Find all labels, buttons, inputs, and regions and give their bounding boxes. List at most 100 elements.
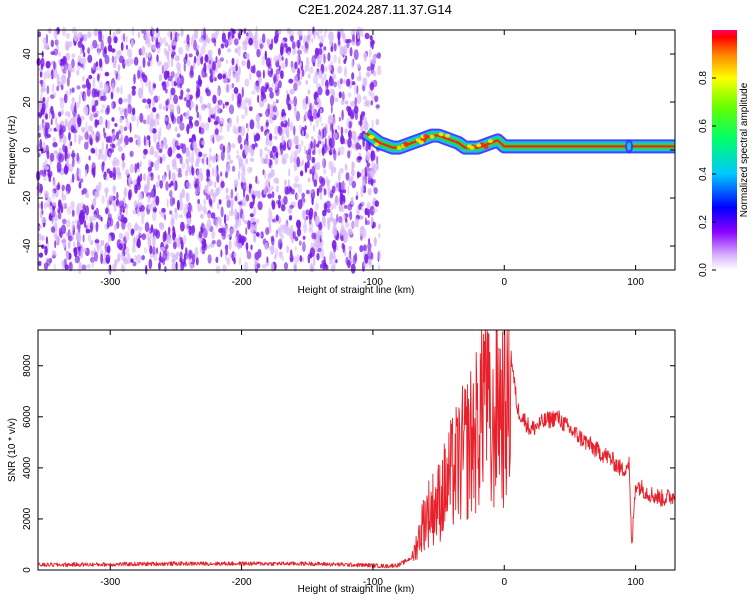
noise-blob [325, 88, 330, 96]
noise-blob [164, 143, 168, 150]
noise-blob [106, 222, 110, 229]
noise-blob [161, 207, 166, 213]
noise-blob [256, 180, 260, 185]
noise-blob [265, 158, 270, 165]
noise-blob [78, 94, 81, 105]
noise-blob [274, 125, 279, 136]
noise-blob [163, 174, 167, 181]
noise-blob [231, 82, 235, 89]
noise-blob [170, 87, 176, 96]
noise-blob [100, 39, 104, 51]
noise-blob [112, 130, 115, 141]
noise-blob [99, 81, 103, 90]
noise-blob [114, 123, 118, 127]
noise-blob [196, 82, 200, 94]
noise-blob [159, 222, 165, 230]
noise-blob [273, 135, 278, 140]
noise-blob [329, 189, 334, 197]
noise-blob [344, 66, 347, 78]
noise-blob [284, 126, 290, 135]
noise-blob [315, 239, 321, 249]
noise-blob [116, 191, 119, 200]
noise-blob [276, 33, 279, 43]
noise-blob [260, 125, 264, 132]
noise-blob [202, 153, 207, 158]
noise-blob [273, 55, 279, 63]
noise-blob [213, 181, 217, 188]
noise-blob [188, 116, 193, 121]
noise-blob [210, 212, 216, 219]
noise-blob [83, 52, 86, 58]
noise-blob [131, 85, 136, 90]
noise-blob [173, 180, 176, 190]
noise-blob [88, 215, 94, 223]
noise-blob [343, 58, 347, 65]
noise-blob [362, 244, 367, 252]
noise-blob [275, 151, 279, 159]
noise-blob [88, 134, 93, 145]
noise-blob [242, 164, 246, 175]
x-tick-label: 0 [501, 577, 507, 588]
noise-blob [195, 256, 199, 266]
noise-blob [188, 249, 192, 260]
noise-blob [82, 234, 85, 243]
noise-blob [68, 261, 73, 272]
noise-blob [252, 35, 257, 44]
noise-blob [113, 186, 117, 192]
noise-blob [354, 97, 358, 107]
noise-blob [328, 137, 332, 147]
noise-blob [170, 252, 174, 257]
noise-blob [372, 221, 377, 229]
noise-blob [111, 199, 118, 207]
noise-blob [322, 168, 327, 175]
noise-blob [224, 171, 229, 179]
noise-blob [200, 122, 205, 130]
noise-blob [106, 143, 108, 150]
noise-blob [195, 90, 199, 98]
noise-blob [162, 37, 167, 44]
noise-blob [123, 153, 126, 159]
noise-blob [213, 113, 216, 120]
noise-blob [40, 86, 43, 96]
noise-blob [289, 35, 294, 42]
noise-blob [249, 213, 254, 218]
signal-speckle [438, 132, 444, 137]
x-tick-label: 100 [627, 277, 644, 288]
noise-blob [175, 261, 178, 271]
noise-blob [81, 264, 87, 271]
noise-blob [88, 155, 91, 161]
noise-blob [125, 117, 129, 124]
noise-blob [328, 63, 331, 71]
noise-blob [364, 32, 370, 40]
noise-blob [157, 174, 160, 180]
noise-blob [180, 221, 185, 232]
noise-blob [288, 215, 293, 221]
noise-blob [254, 224, 257, 232]
noise-blob [117, 171, 122, 180]
noise-blob [244, 106, 248, 117]
noise-blob [271, 82, 274, 88]
noise-blob [67, 151, 71, 160]
noise-blob [100, 253, 103, 264]
noise-blob [114, 69, 117, 75]
noise-blob [115, 50, 121, 60]
noise-blob [307, 177, 311, 183]
noise-blob [143, 173, 147, 182]
noise-blob [143, 185, 149, 194]
noise-blob [293, 150, 298, 157]
noise-blob [65, 232, 69, 237]
noise-blob [289, 249, 293, 256]
x-tick-label: -100 [363, 577, 383, 588]
noise-blob [295, 145, 299, 149]
noise-blob [336, 213, 339, 223]
noise-blob [131, 89, 136, 96]
noise-blob [122, 207, 125, 214]
noise-blob [185, 125, 189, 133]
noise-blob [189, 121, 193, 127]
noise-blob [73, 31, 79, 42]
noise-blob [273, 177, 277, 184]
noise-blob [127, 93, 133, 101]
noise-blob [191, 150, 195, 160]
noise-blob [232, 125, 237, 134]
noise-blob [355, 37, 361, 47]
